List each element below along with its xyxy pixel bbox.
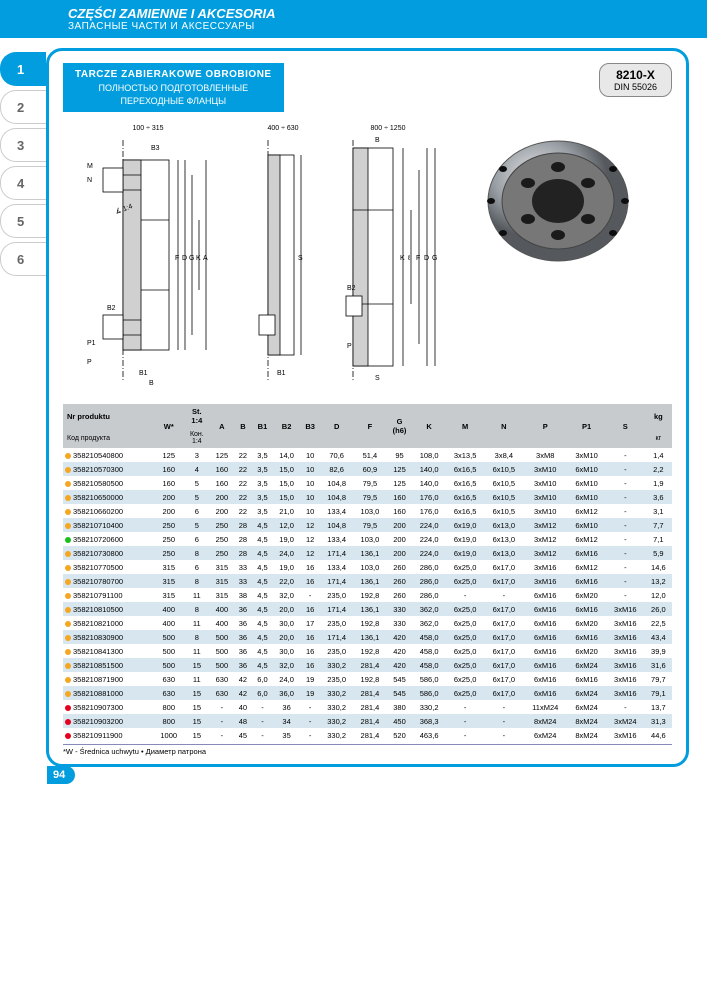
- col-B1: B1: [252, 404, 273, 448]
- table-header: Nr produktu W* St.1:4 A B B1 B2 B3 D F G…: [63, 404, 672, 448]
- tab-6[interactable]: 6: [0, 242, 46, 276]
- side-tabs: 1 2 3 4 5 6: [0, 38, 46, 777]
- table-row: 35821090320080015-48-34-330,2281,4450368…: [63, 714, 672, 728]
- svg-text:M: M: [87, 163, 93, 170]
- col-S: S: [606, 404, 645, 448]
- page-header: CZĘŚCI ZAMIENNE I AKCESORIA ЗАПАСНЫЕ ЧАС…: [0, 0, 707, 38]
- table-row: 3582108309005008500364,520,016171,4136,1…: [63, 630, 672, 644]
- svg-text:S: S: [298, 255, 303, 262]
- table-row: 3582106602002006200223,521,010133,4103,0…: [63, 504, 672, 518]
- col-K: K: [412, 404, 445, 448]
- technical-drawing-3: 800 ÷ 1250 B B2 P K ℓ: [333, 120, 473, 390]
- col-B: B: [234, 404, 252, 448]
- table-row: 3582107104002505250284,512,012104,879,52…: [63, 518, 672, 532]
- svg-text:B2: B2: [347, 285, 356, 292]
- spec-table: Nr produktu W* St.1:4 A B B1 B2 B3 D F G…: [63, 404, 672, 742]
- header-title-pl: CZĘŚCI ZAMIENNE I AKCESORIA: [68, 6, 639, 21]
- product-title-l3: ПЕРЕХОДНЫЕ ФЛАНЦЫ: [75, 95, 272, 108]
- col-nr-ru: Код продукта: [63, 428, 154, 448]
- svg-text:S: S: [375, 375, 380, 382]
- product-title-l2: ПОЛНОСТЬЮ ПОДГОТОВЛЕННЫЕ: [75, 82, 272, 95]
- content-panel: TARCZE ZABIERAKOWE OBROBIONE ПОЛНОСТЬЮ П…: [46, 48, 689, 767]
- svg-text:800 ÷ 1250: 800 ÷ 1250: [371, 125, 406, 132]
- svg-text:B1: B1: [277, 370, 286, 377]
- svg-text:B3: B3: [151, 145, 160, 152]
- table-row: 3582107308002508250284,524,012171,4136,1…: [63, 546, 672, 560]
- col-B3: B3: [300, 404, 320, 448]
- table-row: 35821082100040011400364,530,017235,0192,…: [63, 616, 672, 630]
- svg-text:F: F: [175, 255, 179, 262]
- svg-text:K: K: [400, 255, 405, 262]
- tab-4[interactable]: 4: [0, 166, 46, 200]
- col-w: W*: [154, 404, 184, 448]
- col-P1: P1: [567, 404, 606, 448]
- table-row: 35821087190063011630426,024,019235,0192,…: [63, 672, 672, 686]
- table-row: 3582107206002506250284,519,012133,4103,0…: [63, 532, 672, 546]
- svg-text:100 ÷ 315: 100 ÷ 315: [132, 125, 163, 132]
- col-kg-pl: kg: [645, 404, 672, 428]
- col-P: P: [523, 404, 567, 448]
- diagram-row: 100 ÷ 315: [63, 120, 672, 390]
- table-row: 35821085150050015500364,532,016330,2281,…: [63, 658, 672, 672]
- table-row: 3582106500002005200223,515,010104,879,51…: [63, 490, 672, 504]
- product-code-box: 8210-X DIN 55026: [599, 63, 672, 97]
- tab-5[interactable]: 5: [0, 204, 46, 238]
- header-title-ru: ЗАПАСНЫЕ ЧАСТИ И АКСЕССУАРЫ: [68, 21, 639, 32]
- svg-text:ℓ: ℓ: [407, 255, 411, 262]
- table-row: 35821088100063015630426,036,019330,2281,…: [63, 686, 672, 700]
- table-row: 3582108105004008400364,520,016171,4136,1…: [63, 602, 672, 616]
- col-kon: Кон.1:4: [184, 428, 210, 448]
- svg-text:K: K: [196, 255, 201, 262]
- table-row: 3582105805001605160223,515,010104,879,51…: [63, 476, 672, 490]
- svg-text:P1: P1: [87, 340, 96, 347]
- product-title-l1: TARCZE ZABIERAKOWE OBROBIONE: [75, 68, 272, 82]
- product-title-box: TARCZE ZABIERAKOWE OBROBIONE ПОЛНОСТЬЮ П…: [63, 63, 284, 112]
- table-row: 3582107705003156315334,519,016133,4103,0…: [63, 560, 672, 574]
- svg-text:B: B: [149, 380, 154, 387]
- table-row: 35821090730080015-40-36-330,2281,4380330…: [63, 700, 672, 714]
- product-code: 8210-X: [614, 68, 657, 82]
- svg-text:P: P: [347, 343, 352, 350]
- table-row: 3582105408001253125223,514,01070,651,495…: [63, 448, 672, 462]
- technical-drawing-1: 100 ÷ 315: [63, 120, 233, 390]
- col-kg-ru: кг: [645, 428, 672, 448]
- svg-text:N: N: [87, 177, 92, 184]
- table-row: 35821079110031511315384,532,0-235,0192,8…: [63, 588, 672, 602]
- col-D: D: [320, 404, 353, 448]
- svg-text:B: B: [375, 137, 380, 144]
- col-st: St.1:4: [184, 404, 210, 428]
- svg-text:400 ÷ 630: 400 ÷ 630: [267, 125, 298, 132]
- table-row: 35821084130050011500364,530,016235,0192,…: [63, 644, 672, 658]
- col-F: F: [353, 404, 386, 448]
- svg-text:B1: B1: [139, 370, 148, 377]
- col-G: G(h6): [387, 404, 413, 448]
- col-B2: B2: [273, 404, 300, 448]
- svg-text:A: A: [203, 255, 208, 262]
- col-nr-pl: Nr produktu: [63, 404, 154, 428]
- svg-text:G: G: [189, 255, 194, 262]
- svg-text:P: P: [87, 359, 92, 366]
- product-photo: [483, 120, 633, 280]
- svg-text:G: G: [432, 255, 437, 262]
- tab-2[interactable]: 2: [0, 90, 46, 124]
- col-M: M: [446, 404, 485, 448]
- table-row: 358210911900100015-45-35-330,2281,452046…: [63, 728, 672, 742]
- table-row: 3582107807003158315334,522,016171,4136,1…: [63, 574, 672, 588]
- svg-text:B2: B2: [107, 305, 116, 312]
- page-number: 94: [47, 766, 75, 784]
- col-N: N: [484, 404, 523, 448]
- technical-drawing-2: 400 ÷ 630 B1 S: [243, 120, 323, 390]
- svg-text:D: D: [182, 255, 187, 262]
- svg-text:D: D: [424, 255, 429, 262]
- product-norm: DIN 55026: [614, 82, 657, 92]
- tab-3[interactable]: 3: [0, 128, 46, 162]
- table-row: 3582105703001604160223,515,01082,660,912…: [63, 462, 672, 476]
- table-body: 3582105408001253125223,514,01070,651,495…: [63, 448, 672, 742]
- svg-text:F: F: [416, 255, 420, 262]
- col-A: A: [210, 404, 234, 448]
- footnote: *W - Średnica uchwytu • Диаметр патрона: [63, 744, 672, 756]
- tab-1[interactable]: 1: [0, 52, 46, 86]
